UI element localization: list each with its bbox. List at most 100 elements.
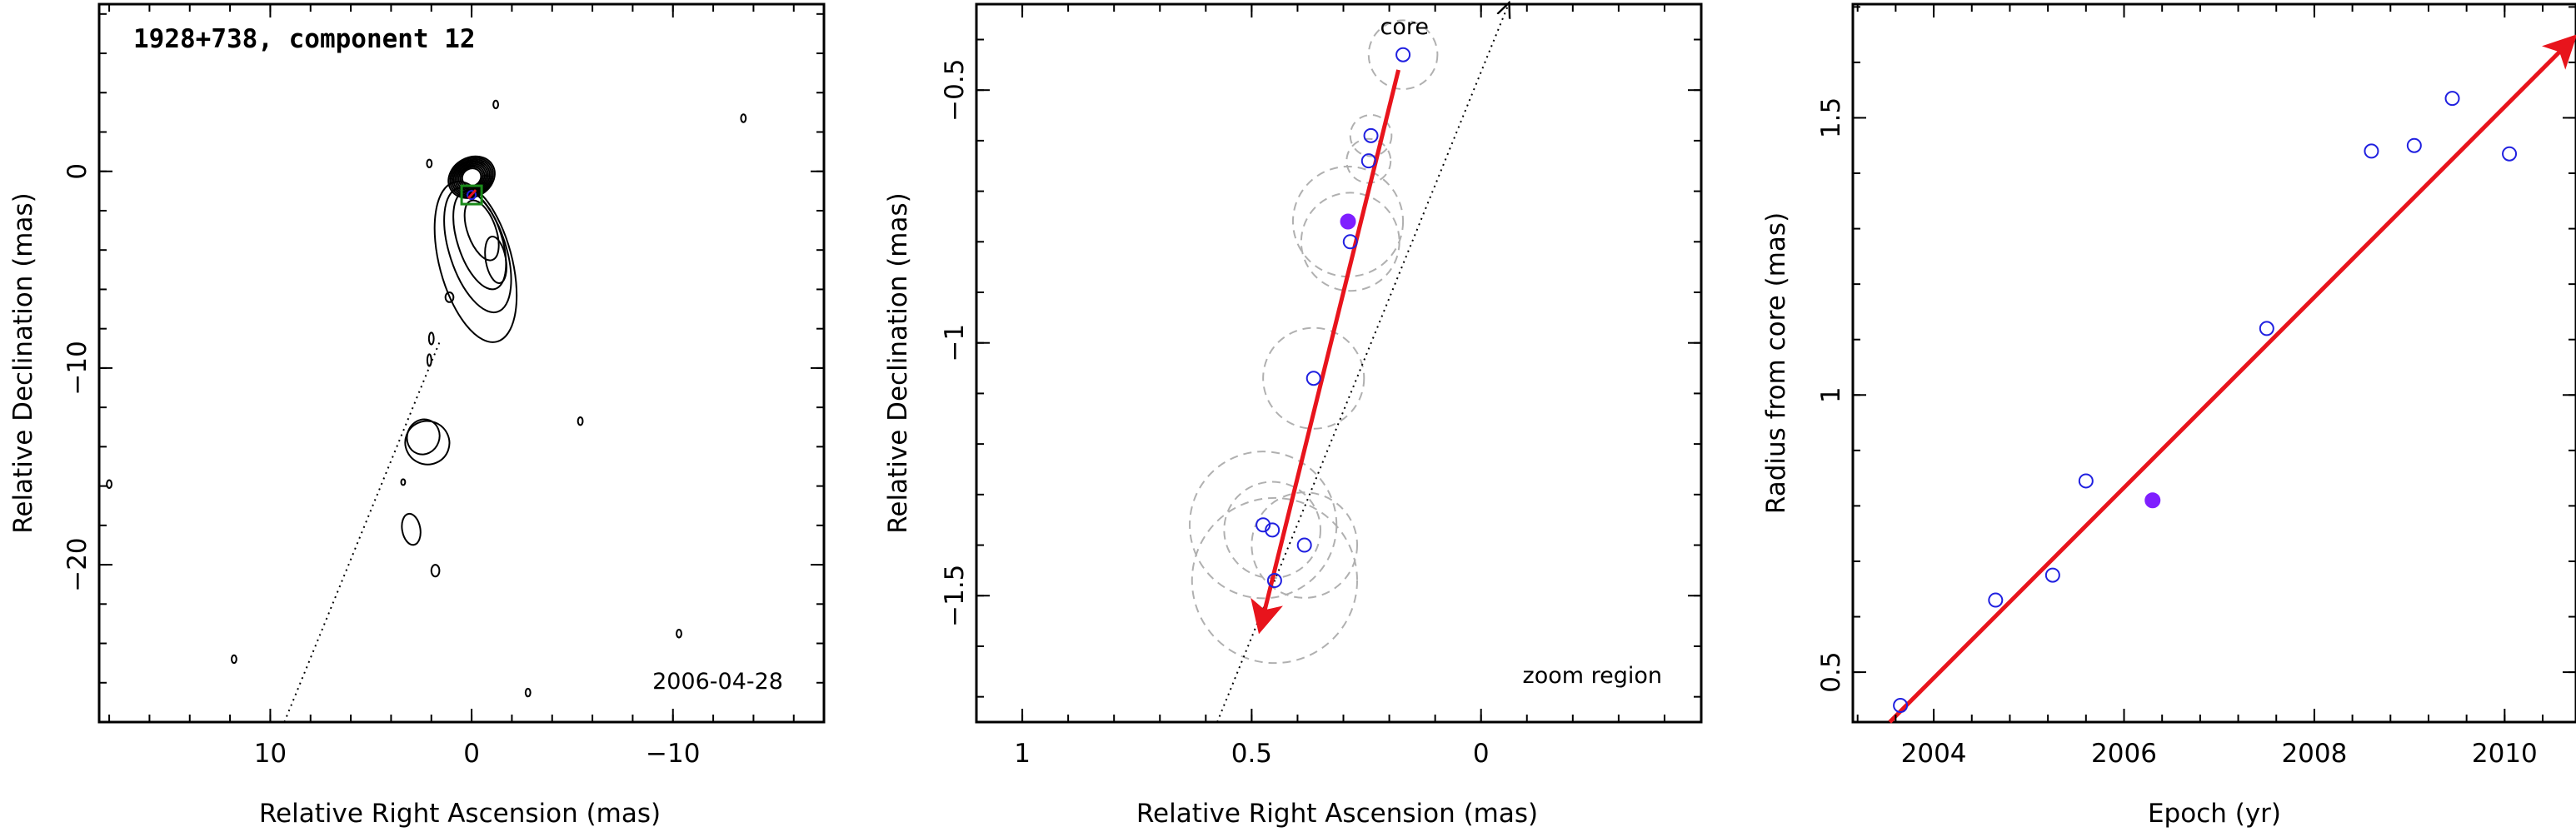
radius-point: [2078, 473, 2094, 489]
contour-level: [426, 353, 432, 367]
contour-level: [457, 164, 486, 191]
error-circle: [1223, 481, 1321, 580]
plot-frame-1: [97, 2, 826, 724]
zoom-region-label: zoom region: [1523, 663, 1662, 689]
y-tick-label: −20: [62, 537, 92, 591]
x-tick-label: −10: [646, 739, 700, 769]
component-position-point: [1296, 537, 1312, 553]
component-position-point: [1342, 234, 1358, 250]
radius-point: [1893, 698, 1909, 714]
contour-level: [463, 199, 500, 262]
x-tick-label: 10: [254, 739, 287, 769]
jet-direction-line-zoom: [1216, 4, 1509, 723]
component-position-point: [1256, 517, 1271, 533]
component-box: [460, 184, 483, 206]
contour-level: [231, 654, 237, 665]
radius-fit-arrow: [1888, 34, 2576, 724]
contour-level: [106, 479, 112, 489]
motion-fit-arrow: [1251, 69, 1401, 635]
contour-level: [484, 236, 507, 285]
contour-level: [427, 331, 435, 346]
y-tick-label: −1: [940, 324, 970, 362]
radius-point: [1988, 592, 2004, 608]
contour-level: [676, 629, 682, 639]
contour-level: [524, 687, 532, 698]
radius-point: [2364, 143, 2379, 159]
component-position-point: [1266, 573, 1282, 589]
component-position-point: [1360, 153, 1376, 169]
contour-level: [433, 180, 518, 343]
panel-zoom-region: 1 0.5 0 −0.5 −1 −1.5 core zoom region Relativ…: [883, 2, 1703, 829]
radius-point: [2044, 567, 2060, 583]
x-tick-label: 0: [463, 739, 480, 769]
radius-points: [1893, 91, 2518, 714]
contour-map: [106, 99, 747, 698]
radius-point: [2259, 321, 2274, 336]
component-position-point: [1395, 47, 1411, 62]
contour-level: [452, 160, 491, 195]
radius-point: [2502, 146, 2518, 162]
y-axis-label-2: Relative Declination (mas): [883, 192, 913, 534]
error-circle: [1251, 491, 1359, 599]
component-position-point: [1265, 522, 1281, 538]
y-tick-label: −10: [62, 341, 92, 395]
y-tick-label: 1: [1816, 386, 1846, 403]
plot-frame-3: [1851, 2, 2576, 724]
panel1-title: 1928+738, component 12: [133, 24, 476, 54]
component-position-point: [1363, 127, 1379, 143]
y-tick-label: 0: [62, 163, 92, 180]
component-position: [467, 190, 477, 201]
tick-labels-2: 1 0.5 0 −0.5 −1 −1.5: [940, 59, 1490, 769]
position-error-circles: [1189, 19, 1439, 665]
error-circle: [1345, 137, 1392, 184]
x-axis-label-2: Relative Right Ascension (mas): [1136, 799, 1538, 829]
y-axis-label-1: Relative Declination (mas): [8, 192, 38, 534]
tick-marks-3: [1853, 4, 2576, 722]
tick-marks-1: [99, 4, 824, 723]
contour-level: [401, 512, 422, 546]
panel-radius-vs-epoch: 2004 2006 2008 2010 0.5 1 1.5 Epoch (yr) Radiu…: [1761, 2, 2576, 829]
x-tick-label: 2010: [2472, 739, 2538, 769]
component-motion: [467, 189, 477, 200]
contour-level: [443, 187, 512, 314]
core-label: core: [1380, 14, 1429, 40]
radius-point: [2406, 137, 2422, 153]
contour-level: [577, 416, 584, 426]
component-position-point: [1305, 371, 1321, 386]
tick-marks-2: [976, 4, 1701, 722]
x-tick-label: 1: [1014, 739, 1031, 769]
contour-level: [426, 158, 433, 169]
panel-contour-map: 10 0 −10 0 −10 −20 1928+738, component 12 200…: [8, 2, 826, 829]
tick-labels-3: 2004 2006 2008 2010 0.5 1 1.5: [1816, 97, 2538, 769]
error-circle: [1367, 19, 1439, 91]
y-tick-label: 1.5: [1816, 97, 1846, 138]
error-circle: [1262, 326, 1365, 430]
component-positions: [1256, 47, 1411, 589]
x-tick-label: 0.5: [1231, 739, 1272, 769]
contour-level: [456, 162, 487, 192]
jet-direction-line: [283, 341, 441, 723]
x-tick-label: 0: [1473, 739, 1490, 769]
radius-point-current-epoch: [2144, 492, 2161, 509]
component-marker: [460, 184, 483, 206]
contour-level: [444, 291, 455, 303]
y-tick-label: −1.5: [940, 565, 970, 627]
contour-level: [400, 478, 407, 486]
contour-level: [430, 564, 441, 578]
contour-level: [454, 161, 489, 193]
error-circle: [1189, 451, 1338, 600]
contour-level: [404, 420, 451, 466]
x-axis-label-1: Relative Right Ascension (mas): [259, 799, 661, 829]
contour-level: [452, 190, 507, 291]
tick-labels-1: 10 0 −10 0 −10 −20: [62, 163, 700, 769]
observation-date-label: 2006-04-28: [652, 669, 783, 695]
plot-frame-2: [975, 2, 1703, 724]
y-axis-label-3: Radius from core (mas): [1761, 212, 1791, 514]
error-circle: [1191, 496, 1359, 665]
x-tick-label: 2006: [2091, 739, 2157, 769]
contour-level: [740, 113, 747, 123]
y-tick-label: 0.5: [1816, 651, 1846, 692]
x-tick-label: 2004: [1901, 739, 1967, 769]
current-epoch-point: [1340, 213, 1356, 230]
